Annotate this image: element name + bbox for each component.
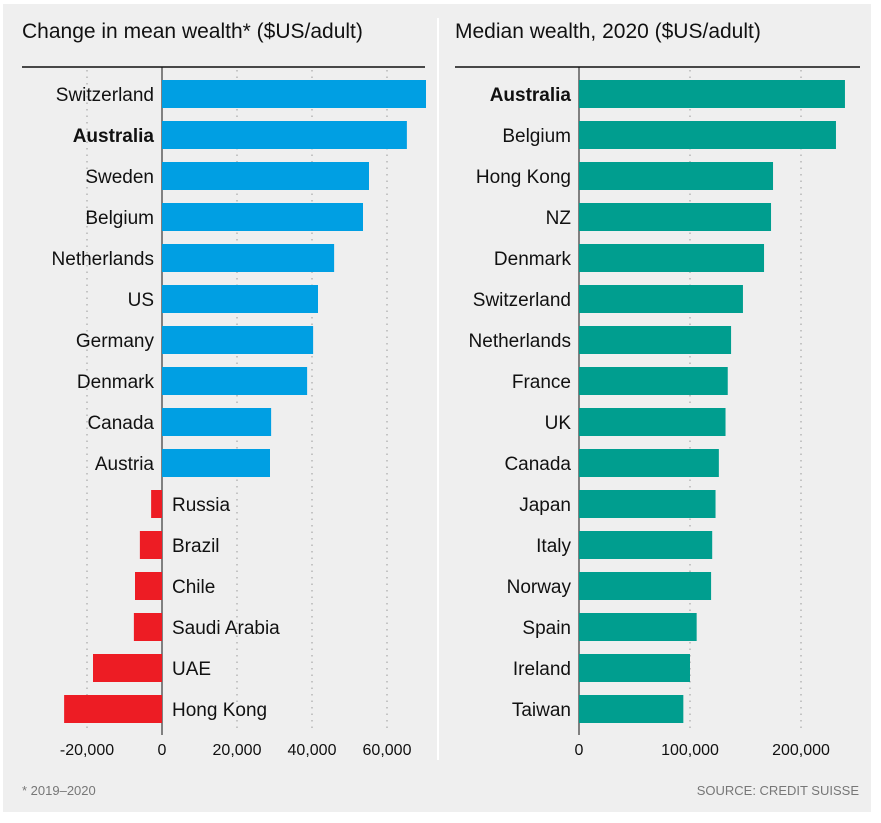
category-label: Hong Kong bbox=[172, 700, 267, 721]
x-tick-label: 200,000 bbox=[772, 742, 830, 759]
x-tick-label: 60,000 bbox=[363, 742, 412, 759]
bar bbox=[579, 490, 716, 518]
bar bbox=[579, 285, 743, 313]
bar bbox=[64, 695, 162, 723]
category-label: Saudi Arabia bbox=[172, 618, 280, 639]
category-label: Belgium bbox=[85, 208, 154, 229]
category-label: Australia bbox=[490, 85, 572, 106]
chart-title: Change in mean wealth* ($US/adult) bbox=[22, 20, 363, 43]
bar bbox=[162, 367, 308, 395]
bar bbox=[162, 121, 407, 149]
bar bbox=[579, 449, 719, 477]
bar bbox=[162, 244, 335, 272]
category-label: Brazil bbox=[172, 536, 220, 557]
bar bbox=[162, 326, 314, 354]
category-label: UK bbox=[545, 413, 572, 434]
bar bbox=[579, 654, 690, 682]
bar bbox=[133, 613, 162, 641]
bar bbox=[151, 490, 162, 518]
category-label: Russia bbox=[172, 495, 231, 516]
category-label: Austria bbox=[95, 454, 155, 475]
source-credit: SOURCE: CREDIT SUISSE bbox=[697, 783, 860, 798]
category-label: Italy bbox=[536, 536, 571, 557]
bar bbox=[579, 531, 713, 559]
category-label: Canada bbox=[504, 454, 571, 475]
category-label: Sweden bbox=[85, 167, 154, 188]
bar bbox=[579, 367, 728, 395]
category-label: Switzerland bbox=[473, 290, 571, 311]
category-label: Hong Kong bbox=[476, 167, 571, 188]
category-label: Canada bbox=[87, 413, 154, 434]
category-label: Germany bbox=[76, 331, 155, 352]
category-label: Spain bbox=[522, 618, 571, 639]
category-label: Taiwan bbox=[512, 700, 571, 721]
x-tick-label: 0 bbox=[158, 742, 167, 759]
category-label: Netherlands bbox=[469, 331, 571, 352]
bar bbox=[579, 572, 712, 600]
footnote: * 2019–2020 bbox=[22, 783, 96, 798]
median-wealth-chart: Median wealth, 2020 ($US/adult) 0 100,000 2… bbox=[455, 20, 860, 759]
bar bbox=[93, 654, 162, 682]
bar bbox=[579, 162, 774, 190]
x-tick-label: -20,000 bbox=[60, 742, 114, 759]
bar bbox=[162, 449, 270, 477]
bar bbox=[579, 121, 836, 149]
bar bbox=[139, 531, 162, 559]
category-label: Netherlands bbox=[52, 249, 154, 270]
x-tick-label: 0 bbox=[575, 742, 584, 759]
x-tick-label: 100,000 bbox=[661, 742, 719, 759]
bar bbox=[162, 162, 369, 190]
category-label: Australia bbox=[73, 126, 155, 147]
bar bbox=[579, 80, 845, 108]
chart-title: Median wealth, 2020 ($US/adult) bbox=[455, 20, 761, 43]
category-label: US bbox=[128, 290, 154, 311]
category-label: France bbox=[512, 372, 571, 393]
bar bbox=[579, 408, 726, 436]
category-label: Chile bbox=[172, 577, 215, 598]
bar bbox=[162, 203, 363, 231]
category-label: Ireland bbox=[513, 659, 571, 680]
bar bbox=[579, 203, 772, 231]
bar bbox=[579, 244, 765, 272]
bar bbox=[135, 572, 162, 600]
category-label: UAE bbox=[172, 659, 211, 680]
category-label: Denmark bbox=[494, 249, 572, 270]
category-label: NZ bbox=[546, 208, 572, 229]
bar bbox=[579, 326, 732, 354]
category-label: Norway bbox=[507, 577, 572, 598]
category-label: Denmark bbox=[77, 372, 155, 393]
category-label: Belgium bbox=[502, 126, 571, 147]
bar bbox=[162, 285, 318, 313]
bar bbox=[162, 80, 426, 108]
category-label: Switzerland bbox=[56, 85, 154, 106]
bar bbox=[162, 408, 272, 436]
bar bbox=[579, 695, 684, 723]
category-label: Japan bbox=[519, 495, 571, 516]
x-tick-label: 40,000 bbox=[288, 742, 337, 759]
x-tick-label: 20,000 bbox=[213, 742, 262, 759]
mean-wealth-change-chart: Change in mean wealth* ($US/adult) -20,00… bbox=[22, 20, 426, 759]
bar bbox=[579, 613, 697, 641]
